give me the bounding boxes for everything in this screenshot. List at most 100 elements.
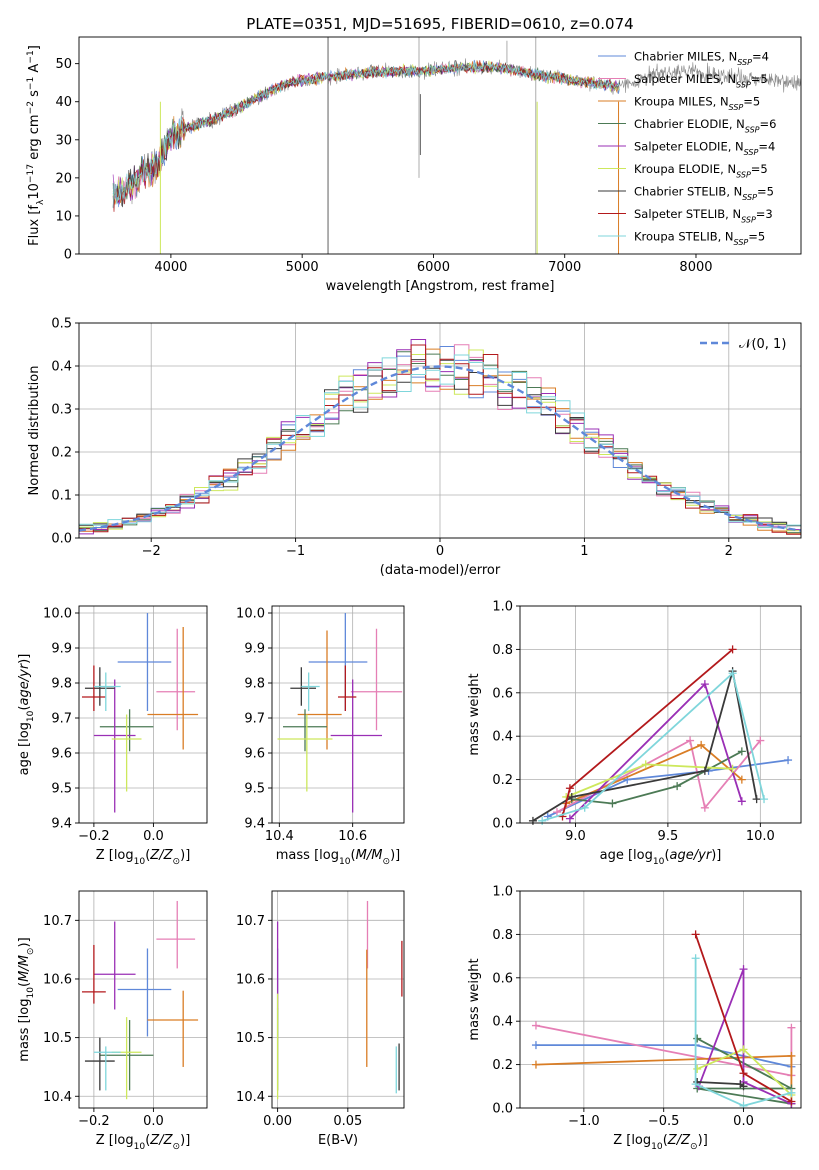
- normal-reference-curve: [79, 365, 801, 532]
- legend-label: Kroupa STELIB, NSSP=5: [634, 230, 765, 247]
- legend-label: Kroupa ELODIE, NSSP=5: [634, 162, 768, 179]
- weight-marker: [673, 782, 682, 791]
- axes-frame: [519, 890, 802, 1109]
- errorbar-point: [117, 613, 172, 711]
- y-tick-label: 0.2: [51, 446, 72, 461]
- y-tick-label: 0.0: [51, 532, 72, 547]
- axes-frame: [78, 36, 802, 255]
- errorbar-point: [117, 948, 172, 1037]
- weight-marker: [565, 784, 574, 793]
- x-tick-label: 10.0: [746, 829, 775, 844]
- errorbar-point: [330, 679, 382, 813]
- x-tick-label: 0.0: [143, 829, 164, 844]
- weight-marker: [538, 816, 547, 825]
- weight-marker: [608, 799, 617, 808]
- axes-frame: [271, 605, 405, 824]
- errorbar-point: [338, 665, 357, 711]
- weight-marker: [697, 740, 706, 749]
- weight-marker: [737, 797, 746, 806]
- weight-marker: [787, 1097, 796, 1106]
- y-tick-label: 9.7: [244, 712, 265, 727]
- errorbar-point: [350, 628, 403, 731]
- axes-frame: [78, 605, 208, 824]
- weight-marker: [700, 803, 709, 812]
- y-axis-label: Flux [fλ10−17 erg cm−2 s−1 A−1]: [26, 45, 46, 246]
- y-tick-label: 0.4: [51, 360, 72, 375]
- x-tick-label: −2: [142, 544, 161, 559]
- y-tick-label: 10.5: [43, 1031, 72, 1046]
- x-tick-label: −1: [286, 544, 305, 559]
- histogram-series: [79, 354, 801, 532]
- x-tick-label: 0.05: [333, 1114, 362, 1129]
- y-tick-label: 10.4: [43, 1090, 72, 1105]
- weight-marker: [691, 930, 700, 939]
- y-tick-label: 10.0: [43, 607, 72, 622]
- plot-marks: [112, 37, 801, 254]
- errorbar-point: [84, 1037, 115, 1091]
- weight-marker: [756, 736, 765, 745]
- weight-marker: [739, 1069, 748, 1078]
- chart-mass-vs-EBV: 0.00 0.05 10.4 10.5 10.6 10.7 E(B-V): [236, 890, 405, 1148]
- chart-mass-vs-Z: −0.2 0.0 10.4 10.5 10.6 10.7 Z [log10(Z/Z⊙)] ma…: [17, 890, 208, 1152]
- y-tick-label: 0: [64, 248, 72, 263]
- errorbar-point: [93, 1046, 121, 1091]
- x-tick-label: −0.2: [78, 1114, 110, 1129]
- x-tick-label: 0: [436, 544, 444, 559]
- chart-weight-vs-Z: −1.0 −0.5 0.0 0.0 0.2 0.4 0.6 0.8 1.0 Z [log10(Z/…: [467, 885, 802, 1152]
- y-tick-label: 0.2: [492, 1058, 513, 1073]
- y-tick-label: 0.4: [492, 730, 513, 745]
- weight-marker: [567, 792, 576, 801]
- axes-frame: [519, 605, 802, 824]
- x-tick-label: 1: [580, 544, 588, 559]
- axes-frame: [78, 890, 208, 1109]
- y-tick-label: 0.5: [51, 317, 72, 332]
- weight-marker: [739, 1045, 748, 1054]
- y-tick-label: 0.8: [492, 928, 513, 943]
- y-tick-label: 9.4: [51, 817, 72, 832]
- x-axis-label: (data-model)/error: [380, 563, 501, 578]
- x-tick-label: 5000: [286, 260, 319, 275]
- model-spectrum-line: [112, 61, 620, 208]
- y-tick-label: 0.0: [492, 817, 513, 832]
- x-tick-label: 10.6: [338, 829, 367, 844]
- x-axis-label: mass [log10(M/M⊙)]: [276, 848, 400, 867]
- legend-label: Chabrier ELODIE, NSSP=6: [634, 117, 776, 134]
- errorbar-point: [93, 672, 121, 711]
- x-tick-label: 4000: [154, 260, 187, 275]
- y-tick-label: 50: [55, 57, 72, 72]
- weight-marker: [531, 1041, 540, 1050]
- x-axis-label: Z [log10(Z/Z⊙)]: [96, 1133, 191, 1152]
- legend-label: 𝒩(0, 1): [739, 337, 786, 352]
- y-tick-label: 1.0: [492, 885, 513, 900]
- weight-marker: [787, 1088, 796, 1097]
- x-axis-label: Z [log10(Z/Z⊙)]: [613, 1133, 708, 1152]
- y-tick-label: 9.9: [51, 642, 72, 657]
- y-axis-label: mass weight: [467, 958, 482, 1040]
- plot-marks: [531, 930, 796, 1110]
- weight-marker: [787, 1051, 796, 1060]
- errorbar-point: [81, 944, 106, 1004]
- y-tick-label: 1.0: [492, 600, 513, 615]
- y-tick-label: 9.7: [51, 712, 72, 727]
- errorbar-point: [111, 714, 142, 792]
- y-tick-label: 0.6: [492, 686, 513, 701]
- weight-marker: [552, 808, 561, 817]
- plot-marks: [528, 645, 793, 825]
- y-tick-label: 40: [55, 95, 72, 110]
- weight-marker: [531, 1060, 540, 1069]
- x-axis-label: age [log10(age/yr)]: [600, 848, 722, 867]
- weight-marker: [739, 1082, 748, 1091]
- y-tick-label: 10.7: [236, 914, 265, 929]
- y-tick-label: 0.1: [51, 489, 72, 504]
- y-tick-label: 10.5: [236, 1031, 265, 1046]
- weight-marker: [641, 760, 650, 769]
- weight-marker: [739, 965, 748, 974]
- y-tick-label: 0.8: [492, 643, 513, 658]
- y-tick-label: 0.4: [492, 1015, 513, 1030]
- x-tick-label: 7000: [548, 260, 581, 275]
- plot-marks: [277, 613, 403, 813]
- plot-marks: [81, 900, 199, 1100]
- x-tick-label: 0.0: [733, 1114, 754, 1129]
- y-tick-label: 0.0: [492, 1102, 513, 1117]
- errorbar-point: [156, 628, 196, 731]
